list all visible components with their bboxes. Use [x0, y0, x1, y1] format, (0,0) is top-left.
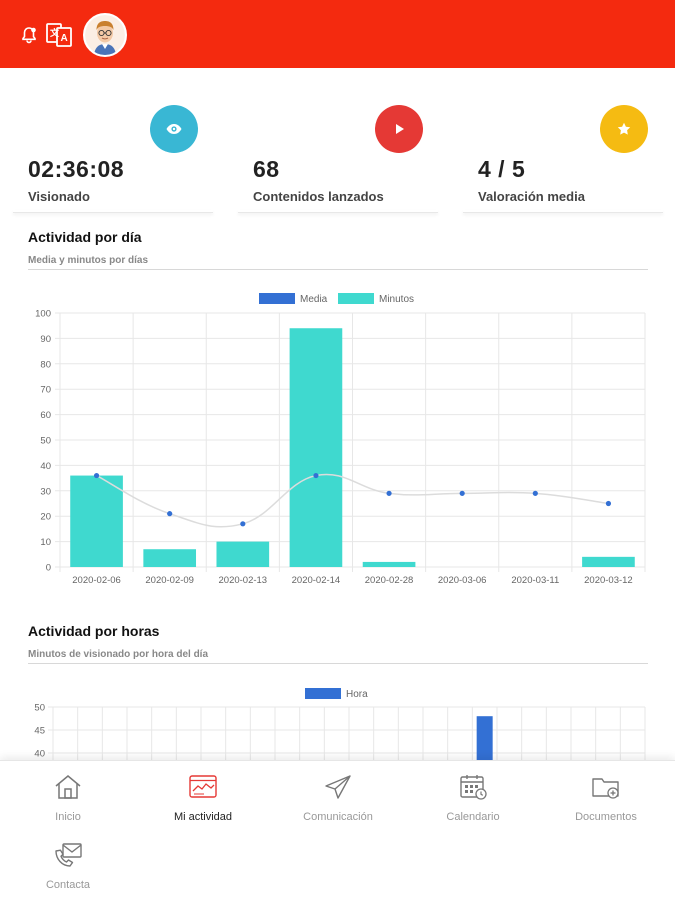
- stat-label: Valoración media: [478, 189, 585, 204]
- bottom-navigation: Inicio Mi actividad Comunicación Calenda…: [0, 760, 675, 900]
- stat-card-visionado: 02:36:08 Visionado: [13, 105, 213, 213]
- stat-card-valoracion: 4 / 5 Valoración media: [463, 105, 663, 213]
- nav-label: Inicio: [55, 811, 81, 823]
- daily-activity-chart: Media Minutos 0 10 20 30 40 50 60 70 80 90 100 2020-0…: [35, 293, 646, 586]
- stat-label: Contenidos lanzados: [253, 189, 384, 204]
- y-tick-label: 40: [34, 749, 45, 760]
- star-icon: [600, 105, 648, 153]
- stat-value: 02:36:08: [28, 156, 125, 182]
- series-line: [96, 473, 609, 528]
- section-subtitle-daily: Media y minutos por días: [28, 255, 149, 266]
- nav-item-comunicacion[interactable]: Comunicación: [273, 773, 403, 823]
- hourly-activity-chart: Hora 50 45 40: [34, 688, 646, 760]
- section-subtitle-hourly: Minutos de visionado por hora del día: [28, 649, 209, 660]
- nav-label: Mi actividad: [173, 811, 233, 823]
- avatar[interactable]: [83, 13, 127, 57]
- line-point: [240, 521, 246, 527]
- nav-label: Documentos: [575, 811, 637, 823]
- y-tick-label: 90: [40, 334, 51, 345]
- nav-item-calendario[interactable]: Calendario: [408, 773, 538, 823]
- activity-icon: [138, 773, 268, 806]
- bar: [289, 328, 343, 567]
- legend-swatch: [305, 688, 341, 699]
- svg-text:A: A: [61, 33, 68, 44]
- y-tick-label: 100: [35, 309, 51, 320]
- y-tick-label: 30: [40, 486, 51, 497]
- x-tick-label: 2020-03-12: [584, 575, 633, 586]
- x-tick-label: 2020-03-06: [438, 575, 487, 586]
- nav-item-mi-actividad[interactable]: Mi actividad: [138, 773, 268, 823]
- y-tick-label: 10: [40, 537, 51, 548]
- y-tick-label: 20: [40, 512, 51, 523]
- bar: [476, 716, 493, 760]
- paper-plane-icon: [273, 773, 403, 806]
- stat-card-contenidos: 68 Contenidos lanzados: [238, 105, 438, 213]
- y-tick-label: 45: [34, 726, 45, 737]
- section-title-hourly: Actividad por horas: [28, 623, 160, 639]
- bar: [143, 549, 197, 567]
- x-tick-label: 2020-02-28: [365, 575, 414, 586]
- stat-label: Visionado: [28, 189, 90, 204]
- nav-item-contacta[interactable]: Contacta: [3, 841, 133, 891]
- bar: [362, 561, 416, 567]
- legend-swatch: [338, 293, 374, 304]
- line-point: [532, 490, 538, 496]
- y-tick-label: 50: [40, 436, 51, 447]
- section-title-daily: Actividad por día: [28, 229, 142, 245]
- section-divider: [28, 269, 648, 270]
- line-point: [167, 511, 173, 517]
- nav-label: Calendario: [446, 811, 500, 823]
- bell-icon[interactable]: [20, 26, 38, 49]
- bar: [70, 475, 123, 567]
- nav-label: Comunicación: [303, 811, 373, 823]
- line-point: [313, 472, 319, 479]
- line-point: [459, 490, 465, 496]
- y-tick-label: 60: [40, 410, 51, 421]
- y-tick-label: 80: [40, 359, 51, 370]
- y-tick-label: 70: [40, 385, 51, 396]
- x-tick-label: 2020-02-06: [72, 575, 121, 586]
- eye-icon: [150, 105, 198, 153]
- line-point: [386, 490, 392, 496]
- play-icon: [375, 105, 423, 153]
- legend-label: Hora: [346, 689, 368, 700]
- section-divider: [28, 663, 648, 664]
- stat-value: 68: [253, 156, 280, 182]
- line-point: [605, 500, 612, 507]
- y-tick-label: 50: [34, 703, 45, 714]
- x-tick-label: 2020-02-13: [219, 575, 268, 586]
- x-tick-label: 2020-02-09: [145, 575, 194, 586]
- nav-label: Contacta: [45, 879, 91, 891]
- x-tick-label: 2020-03-11: [511, 575, 559, 586]
- contact-icon: [3, 841, 133, 874]
- svg-text:文: 文: [49, 27, 60, 38]
- legend-label: Minutos: [379, 294, 414, 305]
- legend-swatch: [259, 293, 295, 304]
- folder-icon: [541, 773, 671, 806]
- y-tick-label: 40: [40, 461, 51, 472]
- y-tick-label: 0: [46, 563, 51, 574]
- legend-label: Media: [300, 294, 328, 305]
- nav-item-documentos[interactable]: Documentos: [541, 773, 671, 823]
- x-tick-label: 2020-02-14: [292, 575, 341, 586]
- home-icon: [3, 773, 133, 806]
- stat-value: 4 / 5: [478, 156, 526, 182]
- bar: [582, 556, 635, 567]
- calendar-icon: [408, 773, 538, 806]
- line-point: [93, 472, 100, 479]
- nav-item-inicio[interactable]: Inicio: [3, 773, 133, 823]
- bar: [216, 541, 270, 567]
